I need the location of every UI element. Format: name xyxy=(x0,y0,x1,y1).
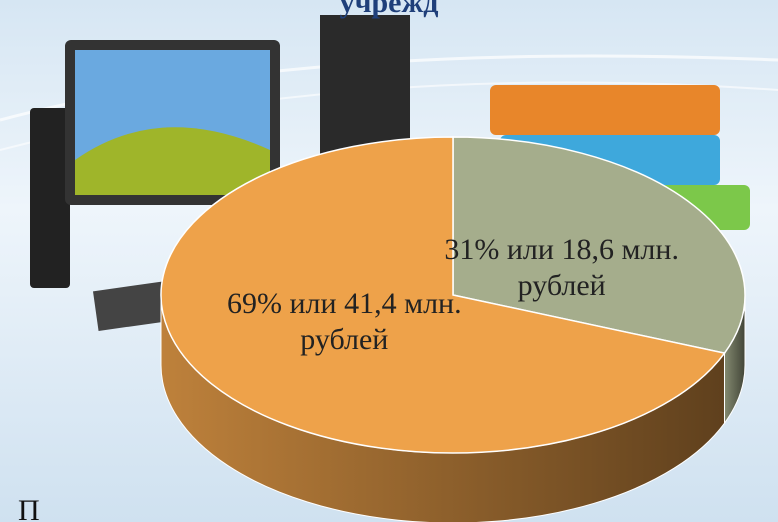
footer-text: П xyxy=(18,494,40,522)
title: учрежд xyxy=(339,0,439,19)
slice xyxy=(452,136,746,354)
slice xyxy=(160,136,726,454)
value-label: 31% или 18,6 млн. рублей xyxy=(444,233,679,303)
value-label: 69% или 41,4 млн. рублей xyxy=(227,286,462,356)
